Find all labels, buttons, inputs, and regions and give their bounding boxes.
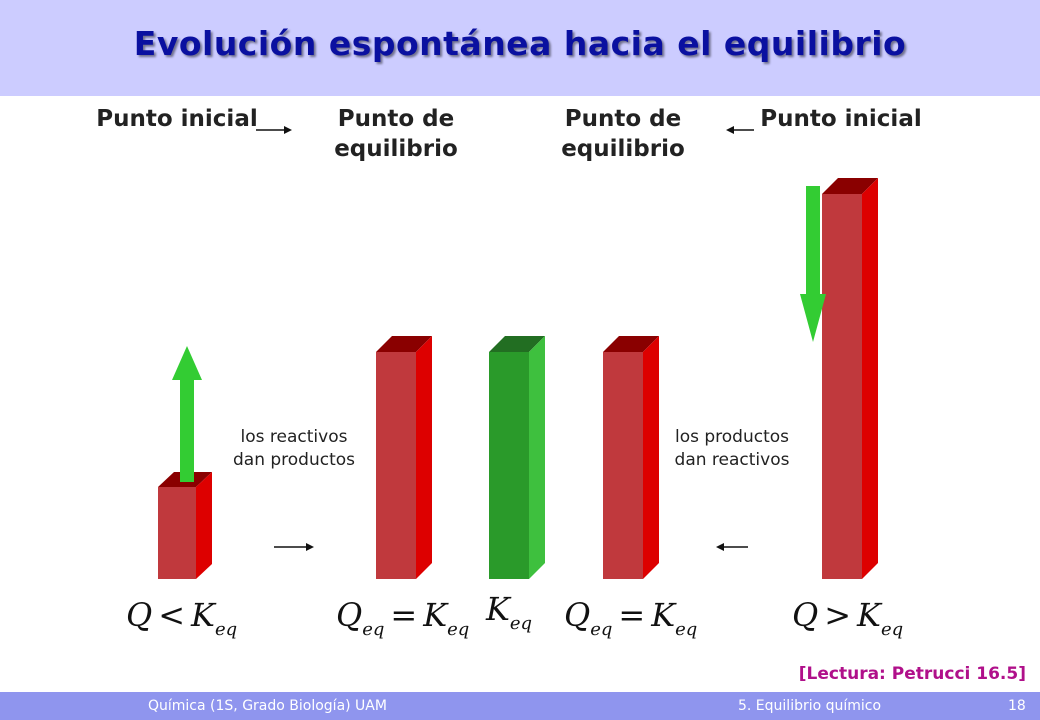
footer-topic: 5. Equilibrio químico <box>738 698 882 714</box>
bar-initial-high <box>822 178 878 579</box>
label-left-equilibrium: Punto de equilibrio <box>334 106 458 162</box>
label-right-equilibrium: Punto de equilibrio <box>561 106 685 162</box>
side-text-right: los productos dan reactivos <box>674 427 790 470</box>
formula-qeq-equals-keq-left: Qeq = Keq <box>336 596 470 640</box>
footer-page-number: 18 <box>1008 698 1026 714</box>
green-down-arrow-icon <box>800 186 826 342</box>
bar-equilibrium-right <box>603 336 659 579</box>
reference-note: [Lectura: Petrucci 16.5] <box>798 664 1026 684</box>
title-banner <box>0 0 1040 96</box>
arrow-right-bottom-icon <box>274 543 314 551</box>
side-text-left: los reactivos dan productos <box>232 427 356 470</box>
label-right-initial: Punto inicial <box>760 106 922 132</box>
formula-q-less-keq: Q < Keq <box>126 596 238 640</box>
green-up-arrow-icon <box>172 346 202 482</box>
formula-keq: Keq <box>486 590 533 634</box>
bar-keq-green <box>489 336 545 579</box>
label-left-initial: Punto inicial <box>96 106 258 132</box>
footer-course: Química (1S, Grado Biología) UAM <box>148 698 387 714</box>
arrow-left-bottom-icon <box>716 543 748 551</box>
slide-title: Evolución espontánea hacia el equilibrio <box>133 24 907 63</box>
footer-bar: Química (1S, Grado Biología) UAM 5. Equi… <box>0 692 1040 720</box>
formula-qeq-equals-keq-right: Qeq = Keq <box>564 596 698 640</box>
bar-equilibrium-left <box>376 336 432 579</box>
arrow-left-top-icon <box>726 126 754 134</box>
formula-q-greater-keq: Q > Keq <box>792 596 904 640</box>
arrow-right-top-icon <box>256 126 292 134</box>
